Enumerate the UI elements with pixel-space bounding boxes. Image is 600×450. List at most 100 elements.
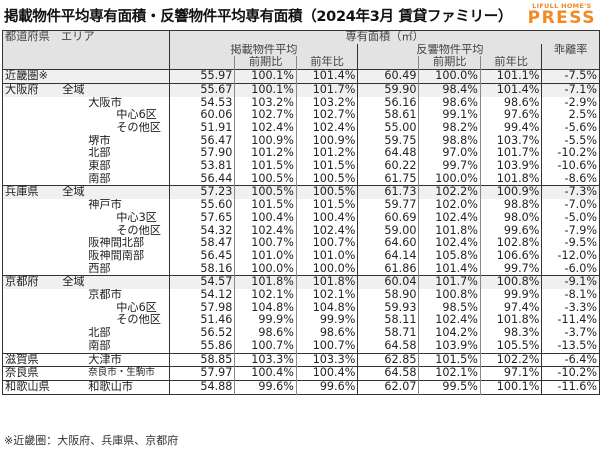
divergence-cell: -7.3% bbox=[541, 185, 600, 200]
response-qoq-cell: 98.4% bbox=[418, 82, 481, 97]
listed-yoy-cell: 101.8% bbox=[295, 275, 358, 290]
response-avg-cell: 58.90 bbox=[357, 289, 419, 302]
header-region: 都道府県 エリア bbox=[2, 30, 170, 70]
listed-yoy-cell: 104.8% bbox=[295, 301, 358, 315]
response-qoq-cell: 98.8% bbox=[418, 134, 481, 148]
header-response-qoq: 前期比 bbox=[418, 56, 481, 70]
area-cell: 中心6区 bbox=[116, 301, 157, 314]
listed-yoy-cell: 100.5% bbox=[295, 185, 358, 200]
area-cell: 北部 bbox=[88, 147, 111, 160]
listed-yoy-cell: 100.7% bbox=[295, 237, 358, 250]
listed-avg-cell: 58.47 bbox=[169, 237, 235, 250]
response-avg-cell: 58.11 bbox=[357, 314, 419, 328]
logo-top-text: LIFULL HOME'S bbox=[532, 2, 592, 10]
response-avg-cell: 59.93 bbox=[357, 301, 419, 315]
response-avg-cell: 59.90 bbox=[357, 82, 419, 97]
table-row: 大阪市 54.53 103.2% 103.2% 56.16 98.6% 98.6% -2.9% bbox=[3, 96, 600, 110]
area-cell: 全域 bbox=[60, 275, 170, 290]
response-yoy-cell: 106.6% bbox=[479, 249, 542, 263]
divergence-cell: -5.5% bbox=[541, 134, 600, 148]
pref-cell bbox=[3, 289, 61, 302]
response-avg-cell: 58.71 bbox=[357, 327, 419, 340]
listed-yoy-cell: 99.9% bbox=[295, 314, 358, 328]
area-cell: 全域 bbox=[60, 82, 170, 97]
area-cell: その他区 bbox=[116, 314, 161, 327]
listed-avg-cell: 51.46 bbox=[169, 314, 235, 328]
divergence-cell: -9.5% bbox=[541, 237, 600, 250]
response-qoq-cell: 101.5% bbox=[418, 352, 481, 367]
response-avg-cell: 58.61 bbox=[357, 109, 419, 122]
divergence-cell: -5.6% bbox=[541, 121, 600, 135]
divergence-cell: -7.9% bbox=[541, 224, 600, 238]
listed-qoq-cell: 100.1% bbox=[234, 82, 297, 97]
table-row: 中心3区 57.65 100.4% 100.4% 60.69 102.4% 98.0% -5.… bbox=[3, 211, 600, 225]
response-avg-cell: 55.00 bbox=[357, 121, 419, 135]
listed-yoy-cell: 99.6% bbox=[295, 379, 358, 395]
listed-yoy-cell: 101.7% bbox=[295, 82, 358, 97]
pref-cell: 滋賀県 bbox=[2, 352, 61, 367]
listed-avg-cell: 57.98 bbox=[169, 301, 235, 315]
listed-qoq-cell: 100.1% bbox=[234, 69, 297, 84]
divergence-cell: -6.4% bbox=[541, 352, 600, 367]
listed-avg-cell: 55.97 bbox=[169, 69, 235, 84]
listed-avg-cell: 55.86 bbox=[169, 339, 235, 354]
listed-yoy-cell: 100.5% bbox=[295, 172, 358, 186]
response-qoq-cell: 101.8% bbox=[418, 224, 481, 238]
pref-cell bbox=[3, 237, 61, 250]
response-yoy-cell: 98.8% bbox=[479, 199, 542, 212]
listed-qoq-cell: 102.1% bbox=[234, 289, 297, 302]
listed-qoq-cell: 99.6% bbox=[234, 379, 297, 395]
listed-qoq-cell: 100.7% bbox=[234, 339, 297, 354]
response-qoq-cell: 104.2% bbox=[418, 327, 481, 340]
response-yoy-cell: 102.8% bbox=[479, 237, 542, 250]
listed-yoy-cell: 101.0% bbox=[295, 249, 358, 263]
area-cell: 京都市 bbox=[88, 289, 122, 302]
listed-avg-cell: 56.44 bbox=[169, 172, 235, 186]
divergence-cell: -9.1% bbox=[541, 275, 600, 290]
listed-qoq-cell: 102.4% bbox=[234, 224, 297, 238]
response-yoy-cell: 98.6% bbox=[479, 96, 542, 110]
area-cell: 阪神間北部 bbox=[88, 237, 145, 250]
listed-yoy-cell: 102.4% bbox=[295, 224, 358, 238]
response-avg-cell: 59.00 bbox=[357, 224, 419, 238]
table-row: 阪神間北部 58.47 100.7% 100.7% 64.60 102.4% 102.8% -… bbox=[3, 237, 600, 250]
listed-yoy-cell: 103.2% bbox=[295, 96, 358, 110]
divergence-cell: -7.1% bbox=[541, 82, 600, 97]
listed-yoy-cell: 101.5% bbox=[295, 199, 358, 212]
table-row: 中心6区 57.98 104.8% 104.8% 59.93 98.5% 97.4% -3.3… bbox=[3, 301, 600, 315]
listed-qoq-cell: 101.8% bbox=[234, 275, 297, 290]
listed-avg-cell: 54.12 bbox=[169, 289, 235, 302]
response-yoy-cell: 97.4% bbox=[479, 301, 542, 315]
response-avg-cell: 59.75 bbox=[357, 134, 419, 148]
pref-cell: 兵庫県 bbox=[2, 185, 61, 200]
response-yoy-cell: 99.6% bbox=[479, 224, 542, 238]
listed-qoq-cell: 100.7% bbox=[234, 237, 297, 250]
pref-cell bbox=[3, 212, 61, 225]
response-avg-cell: 61.73 bbox=[357, 185, 419, 200]
divergence-cell: -10.2% bbox=[541, 366, 600, 381]
listed-qoq-cell: 101.5% bbox=[234, 160, 297, 173]
response-qoq-cell: 98.6% bbox=[418, 96, 481, 110]
response-avg-cell: 64.58 bbox=[357, 366, 419, 381]
area-cell: 和歌山市 bbox=[60, 379, 170, 395]
divergence-cell: 2.5% bbox=[541, 109, 600, 122]
listed-avg-cell: 55.60 bbox=[169, 199, 235, 212]
response-yoy-cell: 99.7% bbox=[479, 262, 542, 276]
response-qoq-cell: 103.9% bbox=[418, 339, 481, 354]
listed-avg-cell: 54.53 bbox=[169, 96, 235, 110]
response-yoy-cell: 100.9% bbox=[479, 185, 542, 200]
listed-qoq-cell: 101.5% bbox=[234, 199, 297, 212]
listed-avg-cell: 56.45 bbox=[169, 249, 235, 263]
listed-avg-cell: 51.91 bbox=[169, 121, 235, 135]
response-avg-cell: 61.86 bbox=[357, 262, 419, 276]
listed-yoy-cell: 100.7% bbox=[295, 339, 358, 354]
pref-cell bbox=[3, 340, 61, 353]
pref-cell bbox=[3, 199, 61, 212]
response-qoq-cell: 97.0% bbox=[418, 147, 481, 161]
table-row: 京都府 全域 54.57 101.8% 101.8% 60.04 101.7% 100.8% -… bbox=[2, 275, 600, 290]
response-qoq-cell: 98.5% bbox=[418, 301, 481, 315]
area-cell: 南部 bbox=[88, 172, 111, 185]
table-row: その他区 51.91 102.4% 102.4% 55.00 98.2% 99.4% -5.6… bbox=[3, 121, 600, 135]
footnote: ※近畿圏：大阪府、兵庫県、京都府 bbox=[4, 434, 179, 447]
pref-cell bbox=[3, 173, 61, 186]
